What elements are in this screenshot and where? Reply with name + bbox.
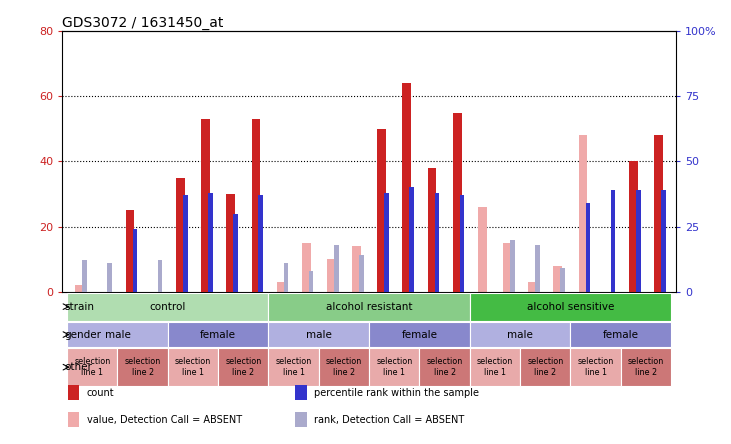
Text: value, Detection Call = ABSENT: value, Detection Call = ABSENT bbox=[87, 415, 242, 424]
Text: count: count bbox=[87, 388, 114, 397]
Text: selection
line 2: selection line 2 bbox=[326, 357, 362, 377]
Bar bbox=[452, 112, 462, 292]
Bar bbox=[359, 255, 364, 292]
Bar bbox=[435, 193, 439, 292]
Bar bbox=[661, 190, 666, 292]
Bar bbox=[295, 385, 306, 400]
Text: selection
line 1: selection line 1 bbox=[477, 357, 513, 377]
Bar bbox=[168, 349, 218, 386]
Bar bbox=[352, 246, 361, 292]
Bar bbox=[570, 349, 621, 386]
Text: control: control bbox=[150, 301, 186, 312]
Bar bbox=[67, 349, 118, 386]
Bar bbox=[636, 190, 640, 292]
Bar bbox=[470, 349, 520, 386]
Bar bbox=[369, 349, 420, 386]
Bar bbox=[118, 349, 168, 386]
Bar bbox=[259, 195, 263, 292]
Text: selection
line 1: selection line 1 bbox=[376, 357, 412, 377]
Bar bbox=[218, 349, 268, 386]
Bar bbox=[284, 263, 288, 292]
Text: alcohol resistant: alcohol resistant bbox=[326, 301, 412, 312]
Bar bbox=[208, 193, 213, 292]
Text: strain: strain bbox=[64, 301, 94, 312]
Bar bbox=[510, 240, 515, 292]
Bar bbox=[470, 322, 570, 347]
Bar bbox=[621, 349, 671, 386]
Text: GDS3072 / 1631450_at: GDS3072 / 1631450_at bbox=[62, 16, 224, 30]
Text: female: female bbox=[603, 329, 639, 340]
Text: selection
line 2: selection line 2 bbox=[527, 357, 564, 377]
Text: female: female bbox=[200, 329, 236, 340]
Bar bbox=[369, 322, 470, 347]
Text: selection
line 1: selection line 1 bbox=[75, 357, 110, 377]
Bar bbox=[327, 259, 336, 292]
Bar bbox=[302, 243, 311, 292]
Text: selection
line 2: selection line 2 bbox=[628, 357, 664, 377]
Bar bbox=[377, 129, 386, 292]
Bar bbox=[460, 195, 464, 292]
Text: gender: gender bbox=[64, 329, 101, 340]
Bar bbox=[276, 282, 286, 292]
Bar bbox=[67, 322, 168, 347]
Bar bbox=[227, 194, 235, 292]
Bar bbox=[126, 272, 135, 292]
Bar bbox=[478, 207, 487, 292]
Bar bbox=[126, 210, 135, 292]
Bar bbox=[68, 385, 80, 400]
Bar bbox=[319, 349, 369, 386]
Text: percentile rank within the sample: percentile rank within the sample bbox=[314, 388, 479, 397]
Bar bbox=[295, 412, 306, 427]
Bar bbox=[570, 322, 671, 347]
Bar bbox=[158, 261, 162, 292]
Text: alcohol sensitive: alcohol sensitive bbox=[527, 301, 614, 312]
Bar bbox=[75, 285, 84, 292]
Bar bbox=[107, 263, 112, 292]
Bar bbox=[611, 190, 616, 292]
Text: selection
line 1: selection line 1 bbox=[175, 357, 211, 377]
Bar bbox=[409, 187, 414, 292]
Bar bbox=[520, 349, 570, 386]
Bar bbox=[268, 322, 369, 347]
Text: selection
line 1: selection line 1 bbox=[276, 357, 312, 377]
Text: selection
line 2: selection line 2 bbox=[124, 357, 161, 377]
Bar bbox=[586, 203, 590, 292]
Bar bbox=[470, 293, 671, 321]
Text: male: male bbox=[306, 329, 332, 340]
Text: male: male bbox=[507, 329, 533, 340]
Bar bbox=[132, 229, 137, 292]
Text: other: other bbox=[64, 362, 92, 372]
Bar bbox=[529, 282, 537, 292]
Text: selection
line 2: selection line 2 bbox=[225, 357, 262, 377]
Bar bbox=[579, 135, 588, 292]
Text: rank, Detection Call = ABSENT: rank, Detection Call = ABSENT bbox=[314, 415, 464, 424]
Text: selection
line 1: selection line 1 bbox=[577, 357, 614, 377]
Text: selection
line 2: selection line 2 bbox=[426, 357, 463, 377]
Bar bbox=[428, 168, 436, 292]
Bar bbox=[561, 268, 565, 292]
Bar bbox=[168, 322, 268, 347]
Bar bbox=[83, 261, 87, 292]
Bar bbox=[403, 83, 412, 292]
Bar bbox=[176, 178, 185, 292]
Bar bbox=[308, 271, 314, 292]
Text: male: male bbox=[105, 329, 130, 340]
Bar bbox=[268, 349, 319, 386]
Text: female: female bbox=[401, 329, 437, 340]
Bar bbox=[334, 245, 338, 292]
Bar bbox=[654, 135, 663, 292]
Bar bbox=[68, 412, 80, 427]
Bar bbox=[535, 245, 539, 292]
Bar bbox=[67, 293, 268, 321]
Bar bbox=[629, 162, 638, 292]
Bar bbox=[251, 119, 260, 292]
Bar bbox=[233, 214, 238, 292]
Bar bbox=[268, 293, 470, 321]
Bar bbox=[503, 243, 512, 292]
Bar bbox=[201, 119, 210, 292]
Bar bbox=[385, 193, 389, 292]
Bar bbox=[420, 349, 470, 386]
Bar bbox=[183, 195, 188, 292]
Bar bbox=[553, 266, 562, 292]
